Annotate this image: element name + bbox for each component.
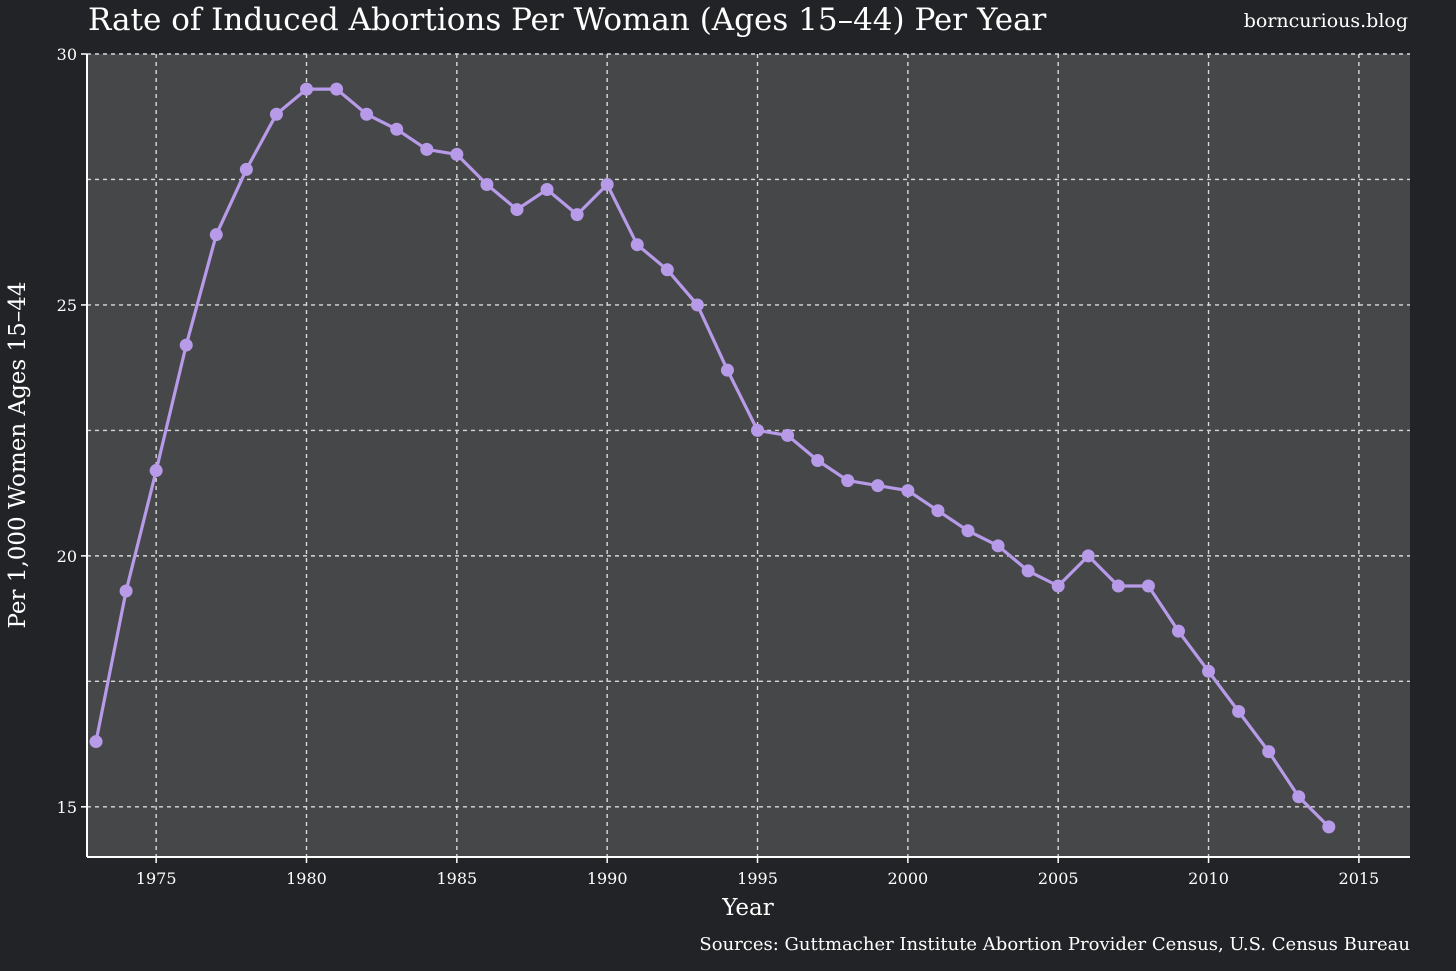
x-tick-label: 1975 <box>136 869 177 888</box>
x-tick-label: 2015 <box>1339 869 1380 888</box>
data-point <box>360 107 374 121</box>
y-axis-label: Per 1,000 Women Ages 15–44 <box>5 281 31 628</box>
data-point <box>660 263 674 277</box>
data-point <box>961 524 975 538</box>
axes <box>86 54 1410 858</box>
data-point <box>841 474 855 488</box>
data-point <box>1051 579 1065 593</box>
data-point <box>209 228 223 242</box>
x-tick-label: 2010 <box>1188 869 1229 888</box>
y-tick-label: 20 <box>57 547 77 566</box>
data-point <box>781 428 795 442</box>
x-tick-label: 2005 <box>1038 869 1079 888</box>
data-point <box>510 203 524 217</box>
y-tick-label: 25 <box>57 296 77 315</box>
data-point <box>570 208 584 222</box>
data-point <box>89 735 103 749</box>
data-point <box>1292 790 1306 804</box>
data-point <box>1021 564 1035 578</box>
data-point <box>330 82 344 96</box>
data-point <box>600 177 614 191</box>
data-point <box>420 142 434 156</box>
sources-note: Sources: Guttmacher Institute Abortion P… <box>699 934 1410 955</box>
data-point <box>720 363 734 377</box>
data-point <box>811 454 825 468</box>
data-point <box>1081 549 1095 563</box>
x-axis-ticks: 1975 1980 1985 1990 1995 2000 2005 2010 2015 <box>136 857 1379 888</box>
data-point <box>630 238 644 252</box>
data-point <box>540 183 554 197</box>
data-point <box>1141 579 1155 593</box>
data-point <box>149 464 163 478</box>
data-point <box>1111 579 1125 593</box>
plot-area <box>87 54 1410 857</box>
data-point <box>1322 820 1336 834</box>
data-point <box>239 162 253 176</box>
data-point <box>1171 624 1185 638</box>
data-point <box>119 584 133 598</box>
data-point <box>269 107 283 121</box>
x-axis-label: Year <box>721 895 774 921</box>
site-label: borncurious.blog <box>1243 10 1408 32</box>
data-point <box>690 298 704 312</box>
x-tick-label: 1980 <box>286 869 327 888</box>
data-point <box>1202 664 1216 678</box>
y-tick-label: 15 <box>57 798 77 817</box>
data-series <box>89 82 1336 834</box>
data-point <box>390 122 404 136</box>
x-tick-label: 1990 <box>587 869 628 888</box>
data-point <box>901 484 915 498</box>
grid-lines <box>87 53 1410 857</box>
y-axis-ticks: 15 20 25 30 <box>57 45 87 817</box>
data-point <box>450 147 464 161</box>
chart-title: Rate of Induced Abortions Per Woman (Age… <box>88 2 1047 38</box>
x-tick-label: 1995 <box>737 869 778 888</box>
x-tick-label: 1985 <box>436 869 477 888</box>
data-point <box>1262 745 1276 759</box>
x-tick-label: 2000 <box>888 869 929 888</box>
data-point <box>931 504 945 518</box>
data-point <box>871 479 885 493</box>
y-tick-label: 30 <box>57 45 77 64</box>
data-point <box>179 338 193 352</box>
data-point <box>1232 704 1246 718</box>
data-point <box>991 539 1005 553</box>
data-point <box>299 82 313 96</box>
data-point <box>480 177 494 191</box>
data-point <box>751 423 765 437</box>
